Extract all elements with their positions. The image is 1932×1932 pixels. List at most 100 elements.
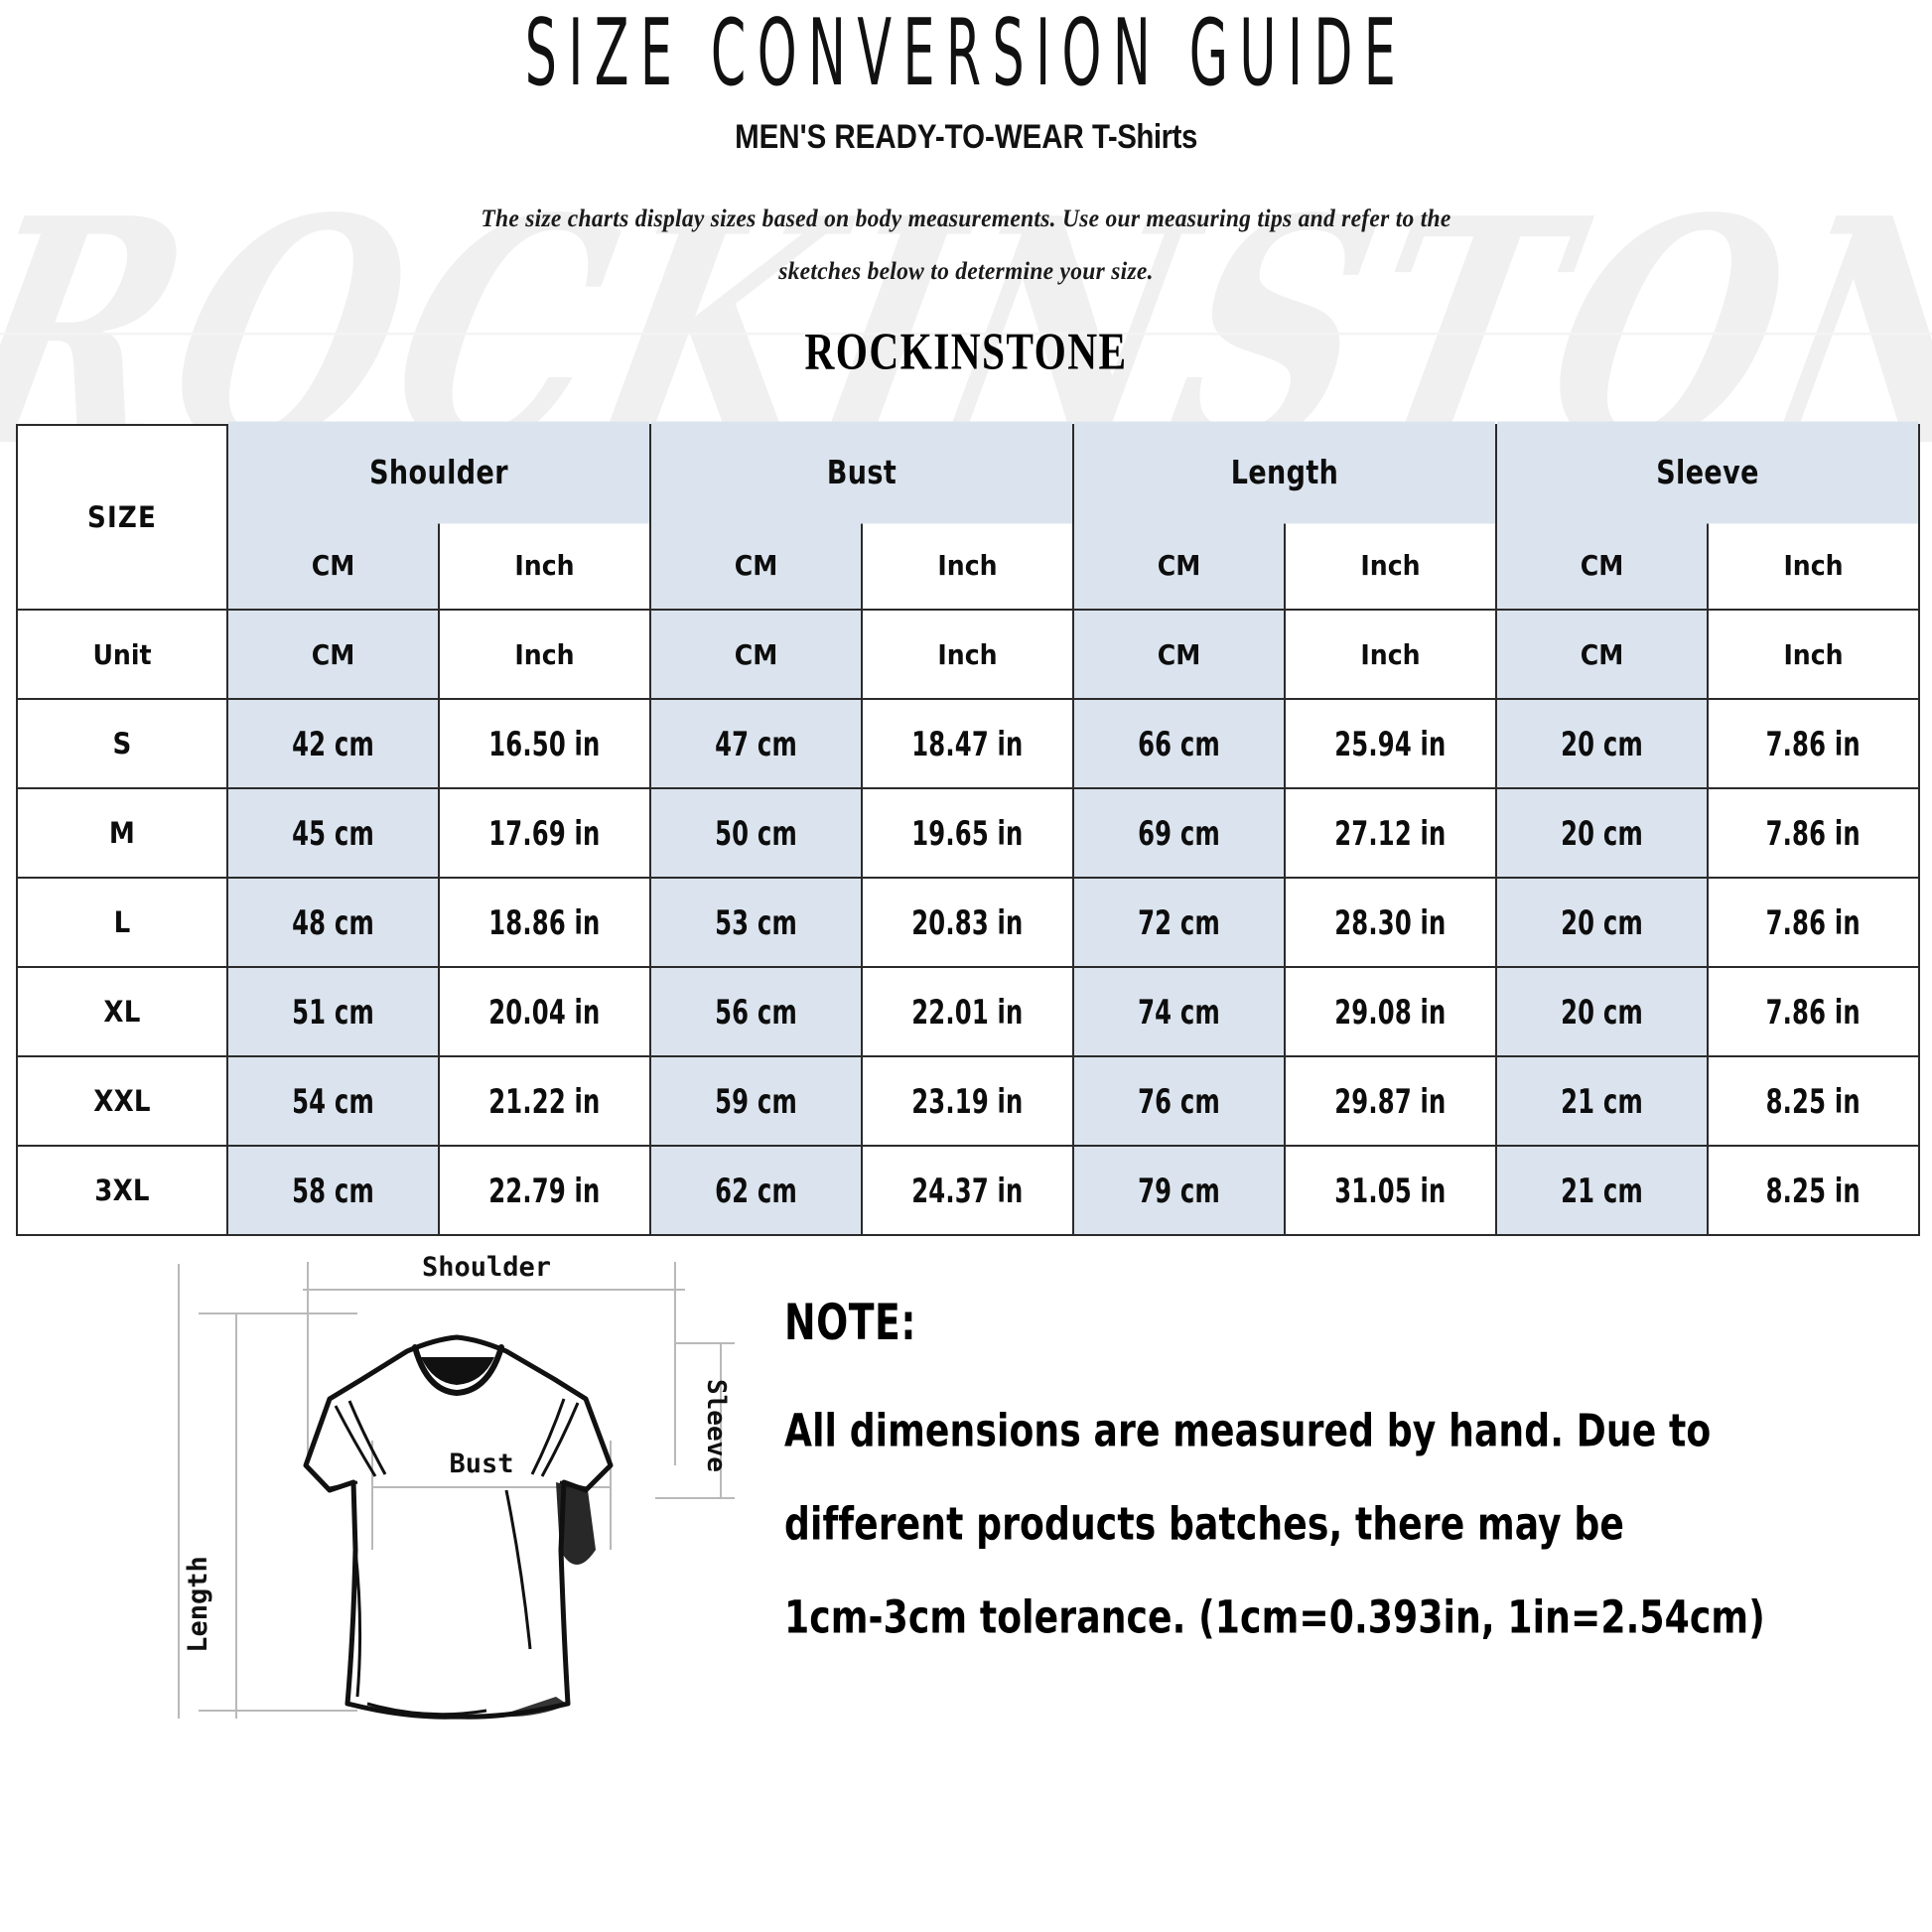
table-cell: 72 cm [1072,877,1286,968]
cell-value: 76 cm [1138,1080,1220,1122]
label-length: Length [183,1556,213,1653]
cell-value: 69 cm [1138,812,1220,854]
table-cell: 20 cm [1495,787,1710,879]
cell-value: 56 cm [715,991,797,1033]
column-group-bust: Bust [649,419,1074,526]
table-cell: 25.94 in [1283,698,1498,789]
table-cell: 79 cm [1072,1145,1286,1236]
table-cell: 7.86 in [1707,787,1921,879]
cell-value: 29.08 in [1334,991,1447,1033]
cell-value: 54 cm [292,1080,374,1122]
cell-unit-length-cm: CM [1072,609,1286,700]
cell-value: 20 cm [1561,991,1643,1033]
table-cell: 42 cm [226,698,440,789]
cell-value: 21 cm [1561,1170,1643,1211]
cell-value: 8.25 in [1765,1170,1862,1211]
cell-value: 47 cm [715,723,797,764]
cell-value: 51 cm [292,991,374,1033]
cell-value: 7.86 in [1765,901,1862,943]
cell-value: 22.79 in [488,1170,601,1211]
subtitle-secondary: T-Shirts [1092,116,1197,157]
table-cell: 28.30 in [1283,877,1498,968]
cell-value: 29.87 in [1334,1080,1447,1122]
table-cell: 53 cm [649,877,863,968]
cell-value: 45 cm [292,812,374,854]
table-header-units: CM Inch CM Inch CM Inch CM Inch [17,519,1921,611]
cell-value: 20 cm [1561,901,1643,943]
cell-value: 20 cm [1561,723,1643,764]
cell-value: 21.22 in [488,1080,601,1122]
table-cell: 8.25 in [1707,1055,1921,1147]
table-cell: 66 cm [1072,698,1286,789]
cell-value: 59 cm [715,1080,797,1122]
row-label-size: S [16,698,228,789]
table-cell: 19.65 in [861,787,1074,879]
body-drape [353,1489,532,1717]
table-cell: 51 cm [226,966,440,1057]
cell-value: 27.12 in [1334,812,1447,854]
cell-value: 48 cm [292,901,374,943]
row-label-size: XXL [16,1055,228,1147]
unit-header-bust-inch: Inch [861,519,1074,611]
cell-value: 20 cm [1561,812,1643,854]
cell-value: 22.01 in [911,991,1024,1033]
column-header-size: SIZE [16,424,228,611]
table-cell: 16.50 in [438,698,651,789]
cell-value: 20.83 in [911,901,1024,943]
cell-value: 7.86 in [1765,991,1862,1033]
note-section: NOTE: All dimensions are measured by han… [755,1252,1932,1664]
table-cell: 31.05 in [1283,1145,1498,1236]
row-label-size: XL [16,966,228,1057]
table-cell: 47 cm [649,698,863,789]
cell-value: 72 cm [1138,901,1220,943]
unit-header-length-inch: Inch [1283,519,1498,611]
cell-unit-shoulder-cm: CM [226,609,440,700]
cell-value: 18.86 in [488,901,601,943]
tshirt-diagram: Shoulder Bust Length Sleeve [159,1252,755,1748]
table-cell: 69 cm [1072,787,1286,879]
table-cell: 20 cm [1495,877,1710,968]
table-cell: 18.86 in [438,877,651,968]
note-line-1: All dimensions are measured by hand. Due… [784,1404,1712,1457]
size-table: SIZE Shoulder Bust Length Sleeve CM Inch… [16,419,1921,1236]
table-cell: 24.37 in [861,1145,1074,1236]
table-cell: 22.79 in [438,1145,651,1236]
measurement-guides [178,1262,735,1719]
cell-value: 17.69 in [488,812,601,854]
column-group-sleeve: Sleeve [1495,419,1921,526]
table-cell: 21.22 in [438,1055,651,1147]
table-cell: 45 cm [226,787,440,879]
table-cell: 56 cm [649,966,863,1057]
cell-value: 7.86 in [1765,723,1862,764]
table-cell: 27.12 in [1283,787,1498,879]
table-cell: 8.25 in [1707,1145,1921,1236]
table-cell: 20 cm [1495,698,1710,789]
table-cell: 54 cm [226,1055,440,1147]
label-sleeve: Sleeve [701,1379,731,1472]
bottom-section: Shoulder Bust Length Sleeve NOTE: All di… [0,1252,1932,1768]
cell-unit-length-inch: Inch [1283,609,1498,700]
size-table-container: SIZE Shoulder Bust Length Sleeve CM Inch… [16,419,1921,1236]
label-shoulder: Shoulder [422,1252,551,1283]
table-cell: 62 cm [649,1145,863,1236]
cell-value: 31.05 in [1334,1170,1447,1211]
sleeve-folds [329,1398,587,1490]
unit-header-shoulder-cm: CM [226,519,440,611]
cell-value: 79 cm [1138,1170,1220,1211]
table-cell: 29.08 in [1283,966,1498,1057]
cell-unit-sleeve-inch: Inch [1707,609,1921,700]
row-label-unit: Unit [16,609,228,700]
description-text: The size charts display sizes based on b… [481,206,1451,285]
table-cell: 29.87 in [1283,1055,1498,1147]
unit-header-shoulder-inch: Inch [438,519,651,611]
column-group-shoulder: Shoulder [226,419,651,526]
cell-value: 62 cm [715,1170,797,1211]
table-row: XL 51 cm 20.04 in 56 cm 22.01 in 74 cm 29.08 i… [16,966,1921,1057]
cell-value: 25.94 in [1334,723,1447,764]
cell-unit-bust-cm: CM [649,609,863,700]
cell-value: 8.25 in [1765,1080,1862,1122]
table-cell: 76 cm [1072,1055,1286,1147]
cell-unit-sleeve-cm: CM [1495,609,1710,700]
label-bust: Bust [449,1449,513,1479]
